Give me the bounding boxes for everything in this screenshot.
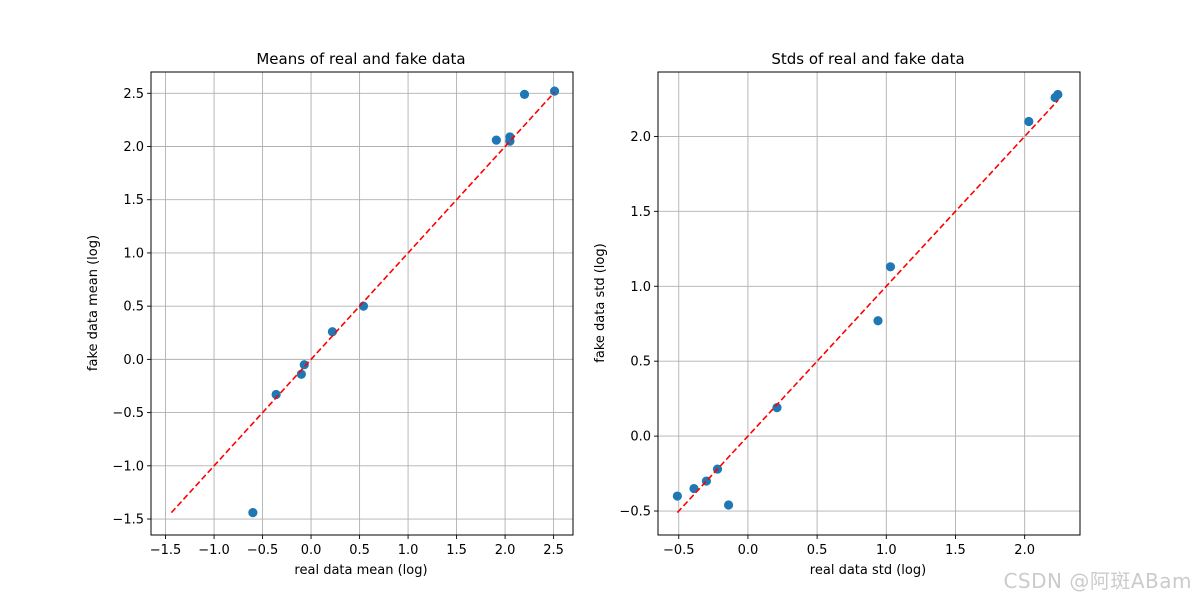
stds-data-point bbox=[772, 403, 782, 413]
stds-x-tick-label: 1.5 bbox=[945, 543, 966, 558]
stds-plot-area: −0.5 0.0 0.5 1.0 1.5 2.0 −0.5 0.0 0.5 1.0 1.5 2.0 bbox=[619, 71, 1081, 558]
stds-data-point bbox=[723, 500, 734, 510]
stds-x-tick-label: 0.5 bbox=[807, 543, 828, 558]
means-y-tick-label: 2.5 bbox=[123, 87, 144, 102]
means-x-tick-label: 1.5 bbox=[446, 543, 467, 558]
stds-x-tick-label: −0.5 bbox=[663, 543, 695, 558]
means-axes-frame bbox=[150, 71, 574, 536]
stds-data-point bbox=[689, 483, 699, 494]
means-x-tick-label: 0.0 bbox=[301, 543, 322, 558]
means-data-point bbox=[271, 389, 281, 400]
means-chart-title: Means of real and fake data bbox=[256, 50, 465, 68]
means-plot-area: −1.5 −1.0 −0.5 0.0 0.5 1.0 1.5 2.0 2.5 −1.5 −1.0 −0… bbox=[112, 71, 574, 558]
stds-y-tick-label: 0.0 bbox=[630, 430, 651, 445]
means-x-tick-label: −0.5 bbox=[247, 543, 279, 558]
means-y-tick-label: 2.0 bbox=[123, 140, 144, 155]
means-y-tick-label: 0.0 bbox=[123, 353, 144, 368]
stds-y-tick-label: 2.0 bbox=[630, 130, 651, 145]
means-panel: Means of real and fake data real data me… bbox=[86, 50, 466, 578]
means-data-point bbox=[299, 360, 309, 370]
watermark: CSDN @阿斑ABam bbox=[1003, 569, 1192, 593]
means-data-point bbox=[491, 135, 501, 145]
means-reference-line bbox=[170, 91, 556, 514]
stds-reference-line bbox=[676, 99, 1059, 514]
means-x-tick-label: 1.0 bbox=[398, 543, 419, 558]
means-data-point bbox=[327, 327, 338, 337]
stds-y-tick-label: 1.5 bbox=[630, 205, 651, 220]
means-x-tick-label: 0.5 bbox=[349, 543, 370, 558]
stds-data-point bbox=[1024, 116, 1034, 127]
means-x-tick-label: −1.5 bbox=[150, 543, 182, 558]
stds-data-point bbox=[885, 262, 896, 272]
means-y-tick-label: −0.5 bbox=[112, 406, 144, 421]
stds-y-tick-label: 0.5 bbox=[630, 355, 651, 370]
means-y-tick-label: −1.0 bbox=[112, 459, 144, 474]
stds-x-tick-label: 2.0 bbox=[1014, 543, 1035, 558]
means-y-tick-label: 1.5 bbox=[123, 193, 144, 208]
stds-data-point bbox=[1053, 89, 1063, 100]
stds-x-tick-label: 0.0 bbox=[738, 543, 759, 558]
means-data-point bbox=[549, 86, 560, 96]
stds-x-axis-label: real data std (log) bbox=[810, 563, 926, 578]
stds-x-tick-label: 1.0 bbox=[876, 543, 897, 558]
means-x-tick-label: 2.5 bbox=[543, 543, 564, 558]
stds-data-point bbox=[873, 316, 883, 326]
means-x-axis-label: real data mean (log) bbox=[294, 563, 427, 578]
means-y-tick-label: −1.5 bbox=[112, 513, 144, 528]
stds-y-tick-label: 1.0 bbox=[630, 280, 651, 295]
stds-axes-frame bbox=[657, 71, 1081, 536]
means-data-point bbox=[519, 89, 530, 99]
stds-chart-title: Stds of real and fake data bbox=[771, 50, 964, 68]
means-y-tick-label: 1.0 bbox=[123, 246, 144, 261]
means-data-point bbox=[248, 508, 258, 518]
means-y-axis-label: fake data mean (log) bbox=[86, 235, 101, 371]
stds-y-axis-label: fake data std (log) bbox=[593, 243, 608, 362]
stds-data-point bbox=[672, 491, 682, 501]
means-x-tick-label: −1.0 bbox=[198, 543, 230, 558]
means-y-tick-label: 0.5 bbox=[123, 300, 144, 315]
stds-y-tick-label: −0.5 bbox=[619, 505, 651, 520]
means-x-tick-label: 2.0 bbox=[495, 543, 516, 558]
stds-panel: Stds of real and fake data real data std… bbox=[593, 50, 965, 578]
